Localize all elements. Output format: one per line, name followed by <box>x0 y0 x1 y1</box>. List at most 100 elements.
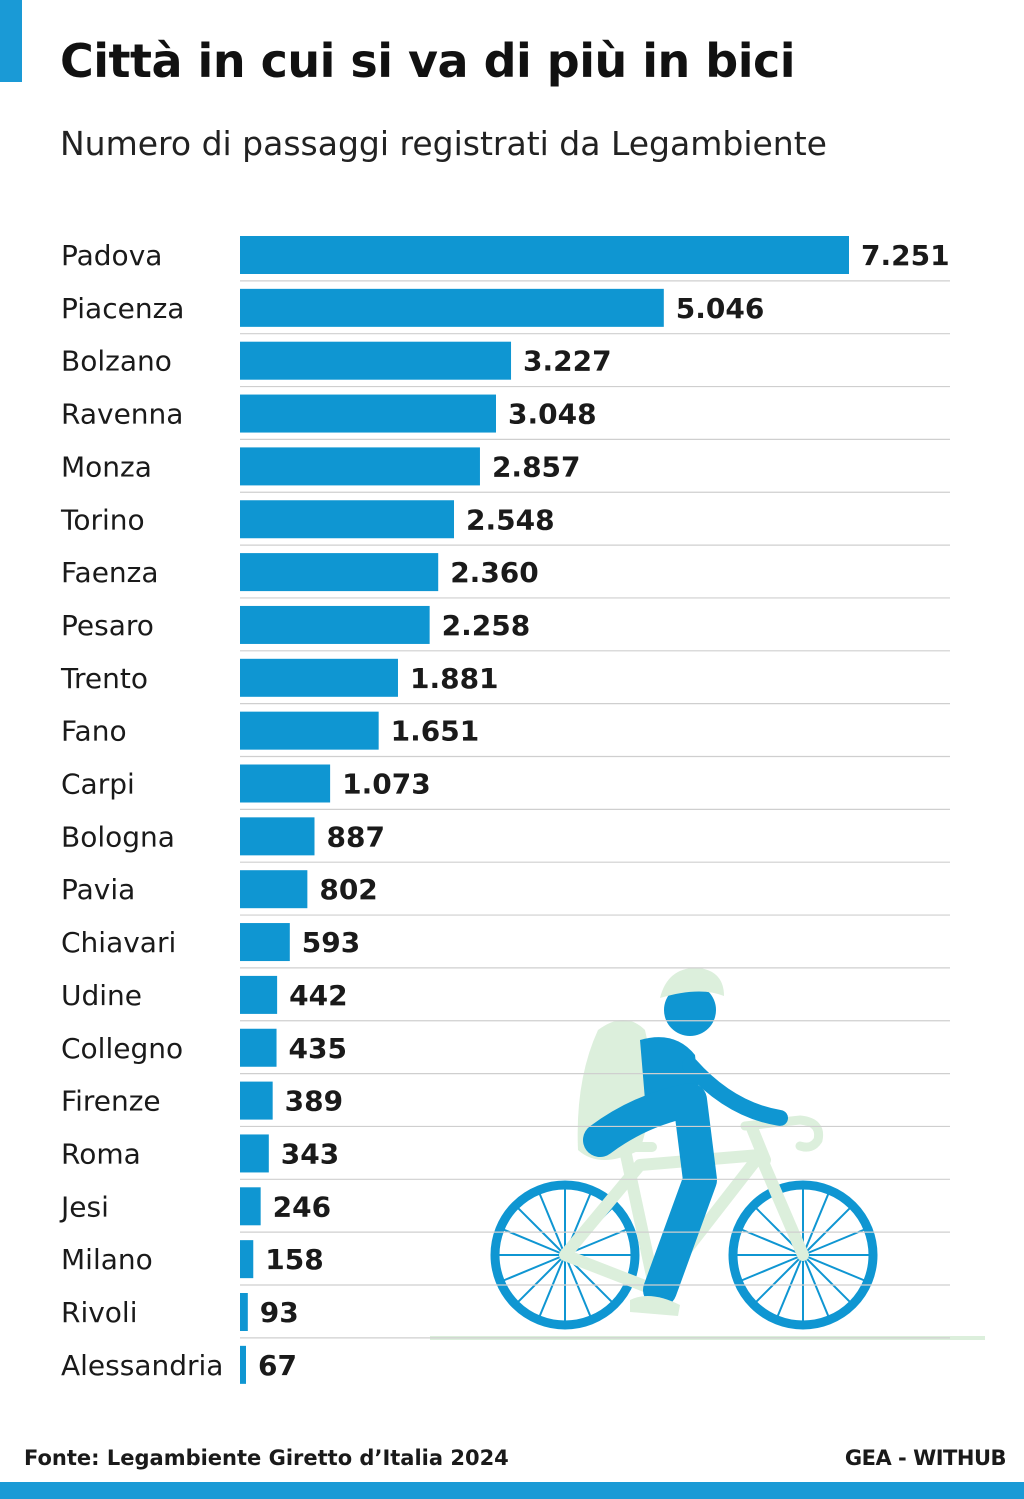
bar-row-pavia: Pavia 802 <box>61 870 950 916</box>
category-label: Jesi <box>59 1190 109 1223</box>
value-label: 2.857 <box>492 450 581 483</box>
bar <box>240 975 278 1014</box>
value-label: 802 <box>319 873 377 906</box>
legs <box>583 1083 717 1307</box>
bar-row-monza: Monza 2.857 <box>61 447 950 493</box>
category-label: Roma <box>61 1137 141 1170</box>
category-label: Monza <box>61 450 152 483</box>
chart-rows: Padova 7.251 Piacenza 5.046 Bolzano 3.227 Rave… <box>59 236 950 1384</box>
category-label: Bolzano <box>61 345 172 378</box>
category-label: Bologna <box>61 820 175 853</box>
bar <box>240 1240 254 1279</box>
bar-row-alessandria: Alessandria 67 <box>61 1345 297 1384</box>
bar <box>240 923 290 962</box>
category-label: Collegno <box>61 1032 183 1065</box>
chart-title: Città in cui si va di più in bici <box>60 34 796 88</box>
bar-row-udine: Udine 442 <box>61 975 950 1022</box>
value-label: 435 <box>289 1032 347 1065</box>
bar <box>240 870 308 909</box>
value-label: 93 <box>260 1296 299 1329</box>
bar <box>240 605 430 644</box>
value-label: 67 <box>258 1349 297 1382</box>
bar <box>240 658 398 697</box>
value-label: 3.227 <box>523 345 612 378</box>
bar-row-jesi: Jesi 246 <box>59 1187 950 1233</box>
category-label: Milano <box>61 1243 153 1276</box>
category-label: Udine <box>61 979 142 1012</box>
bar <box>240 288 664 327</box>
value-label: 3.048 <box>508 398 597 431</box>
bar-row-ravenna: Ravenna 3.048 <box>61 394 950 440</box>
value-label: 343 <box>281 1137 339 1170</box>
cyclist-illustration <box>430 967 985 1340</box>
bar-row-pesaro: Pesaro 2.258 <box>61 605 950 652</box>
bar-row-trento: Trento 1.881 <box>60 658 950 705</box>
category-label: Pesaro <box>61 609 154 642</box>
bar-row-carpi: Carpi 1.073 <box>61 764 950 810</box>
bar-row-bolzano: Bolzano 3.227 <box>61 341 950 388</box>
bar-row-padova: Padova 7.251 <box>61 236 950 282</box>
value-label: 2.258 <box>442 609 531 642</box>
bar-row-faenza: Faenza 2.360 <box>61 553 950 599</box>
value-label: 1.881 <box>410 662 499 695</box>
bar <box>240 1187 261 1226</box>
brand-logo: GEA - WITHUB <box>844 1446 1007 1470</box>
category-label: Alessandria <box>61 1349 223 1382</box>
bar <box>240 817 315 856</box>
bar-row-milano: Milano 158 <box>61 1240 950 1286</box>
bar <box>240 764 331 803</box>
category-label: Piacenza <box>61 292 184 325</box>
bar <box>240 1028 277 1067</box>
bar <box>240 1134 269 1173</box>
category-label: Pavia <box>61 873 135 906</box>
source-note: Fonte: Legambiente Giretto d’Italia 2024 <box>24 1446 509 1470</box>
bar <box>240 236 849 274</box>
bar <box>240 394 496 433</box>
bar-row-bologna: Bologna 887 <box>61 817 950 863</box>
bar-row-fano: Fano 1.651 <box>61 711 950 758</box>
value-label: 246 <box>273 1190 331 1223</box>
category-label: Faenza <box>61 556 159 589</box>
category-label: Rivoli <box>61 1296 138 1329</box>
bike-frame <box>559 1122 809 1296</box>
bar <box>240 553 439 592</box>
value-label: 1.073 <box>342 768 431 801</box>
category-label: Firenze <box>61 1085 161 1118</box>
chart-subtitle: Numero di passaggi registrati da Legambi… <box>60 124 827 163</box>
value-label: 593 <box>302 926 360 959</box>
value-label: 5.046 <box>676 292 765 325</box>
bar <box>240 447 480 486</box>
head <box>664 984 716 1036</box>
value-label: 389 <box>285 1085 343 1118</box>
bar-row-collegno: Collegno 435 <box>61 1028 950 1075</box>
bar <box>240 1293 248 1331</box>
category-label: Fano <box>61 715 127 748</box>
footer-line <box>0 1482 1024 1499</box>
bar <box>240 1345 246 1384</box>
bar-row-chiavari: Chiavari 593 <box>61 923 950 969</box>
value-label: 1.651 <box>391 715 480 748</box>
bar-row-torino: Torino 2.548 <box>60 500 950 546</box>
value-label: 2.548 <box>466 503 555 536</box>
category-label: Carpi <box>61 768 135 801</box>
bar <box>240 711 379 750</box>
bar-row-roma: Roma 343 <box>61 1134 950 1180</box>
value-label: 887 <box>326 820 384 853</box>
handlebar <box>740 1115 824 1152</box>
bar <box>240 341 512 380</box>
bar-row-piacenza: Piacenza 5.046 <box>61 288 950 335</box>
helmet <box>660 967 724 998</box>
value-label: 442 <box>289 979 347 1012</box>
category-label: Ravenna <box>61 398 183 431</box>
value-label: 2.360 <box>450 556 539 589</box>
bar-row-firenze: Firenze 389 <box>61 1081 950 1128</box>
value-label: 158 <box>265 1243 323 1276</box>
category-label: Torino <box>60 503 145 536</box>
value-label: 7.251 <box>861 239 950 272</box>
category-label: Padova <box>61 239 162 272</box>
category-label: Trento <box>60 662 148 695</box>
bar-row-rivoli: Rivoli 93 <box>61 1293 950 1339</box>
bar <box>240 1081 273 1120</box>
accent-bar <box>0 0 22 82</box>
